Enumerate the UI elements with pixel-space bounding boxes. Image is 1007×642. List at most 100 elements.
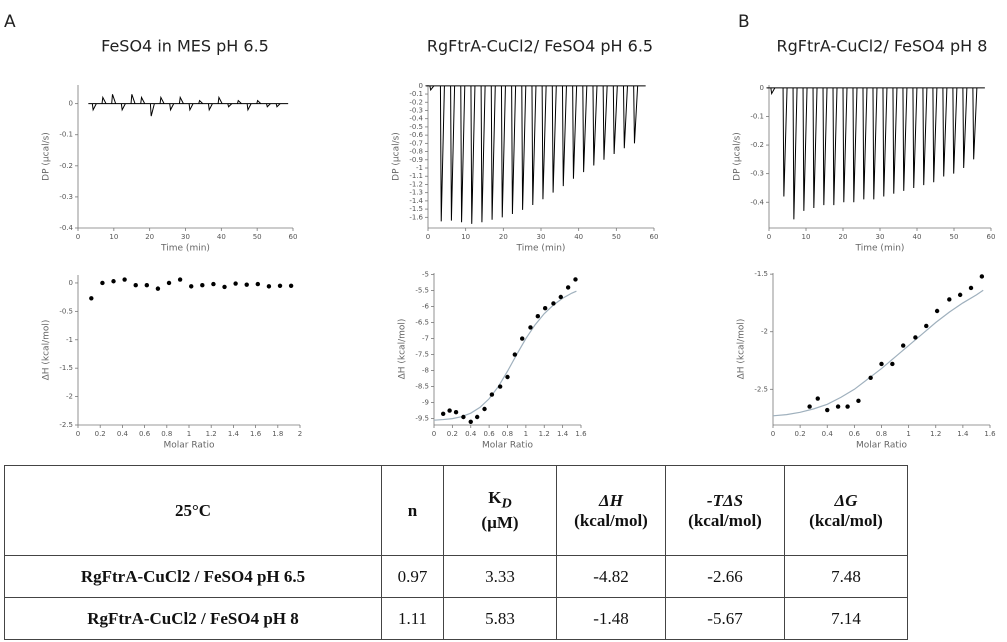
header-label: ΔG	[785, 491, 907, 511]
data-point	[565, 285, 571, 290]
data-point	[535, 314, 541, 319]
y-tick-label: -0.8	[409, 148, 423, 156]
injection-peak	[511, 85, 517, 215]
y-tick-label: -0.4	[59, 224, 73, 232]
y-tick-label: -1.5	[409, 205, 423, 213]
injection-peak	[275, 103, 281, 108]
data-point	[913, 335, 918, 340]
data-point	[440, 411, 446, 416]
fit-curve	[772, 289, 984, 417]
injection-peak	[782, 87, 788, 197]
data-point	[122, 277, 127, 282]
x-tick-label: 0	[76, 430, 80, 438]
y-tick-label: -0.3	[750, 170, 764, 178]
header-unit: (µM)	[481, 512, 519, 532]
y-tick-label: -0.7	[409, 139, 423, 147]
header-unit: (kcal/mol)	[809, 510, 883, 530]
x-tick-label: 50	[950, 233, 959, 241]
x-tick-label: 0.4	[465, 430, 477, 438]
y-axis-label: DP (µcal/s)	[733, 132, 743, 181]
data-point	[461, 414, 466, 420]
y-tick-label: -0.9	[409, 156, 423, 164]
injection-peak	[198, 99, 204, 105]
value-cell: 3.33	[443, 555, 557, 598]
injection-peak	[149, 103, 155, 117]
x-axis-label: Molar Ratio	[856, 441, 907, 451]
x-tick-label: 0.6	[849, 430, 861, 438]
x-tick-label: 2	[298, 430, 302, 438]
y-tick-label: -1.5	[754, 270, 768, 278]
injection-peak	[531, 85, 537, 206]
value-cell: -1.48	[556, 597, 666, 640]
injection-peak	[120, 103, 126, 112]
x-tick-label: 1.2	[930, 430, 941, 438]
x-tick-label: 0.2	[447, 430, 458, 438]
x-tick-label: 0.2	[795, 430, 806, 438]
figure: A B FeSO4 in MES pH 6.50 10 20 30 40 50 600-0.…	[4, 12, 996, 451]
x-tick-label: 1.4	[228, 430, 240, 438]
x-tick-label: 50	[253, 233, 262, 241]
x-tick-label: 0.6	[139, 430, 151, 438]
data-point	[447, 408, 452, 413]
x-tick-label: 1	[524, 430, 528, 438]
x-axis-label: Molar Ratio	[164, 441, 215, 451]
chart-title: RgFtrA-CuCl2/ FeSO4 pH 6.5	[427, 37, 653, 56]
injection-peak	[942, 87, 948, 177]
x-tick-label: 1.4	[957, 430, 969, 438]
injection-peak	[130, 94, 136, 104]
injection-peak	[852, 87, 858, 203]
header-row: 25°C n KD (µM) ΔH (kcal/mol) -TΔS (kcal/mol) ΔG(…	[4, 465, 908, 556]
header-unit: (kcal/mol)	[574, 510, 648, 530]
injection-peak	[91, 103, 97, 112]
x-tick-label: 0.8	[876, 430, 887, 438]
y-tick-label: -6.5	[415, 319, 429, 327]
data-point	[856, 398, 861, 404]
injection-peak	[178, 95, 184, 104]
injection-peak	[490, 85, 496, 220]
data-point	[497, 384, 503, 389]
injection-peak	[500, 85, 506, 218]
injection-peak	[912, 87, 918, 188]
table-body: 25°C n KD (µM) ΔH (kcal/mol) -TΔS (kcal/mol) ΔG(…	[4, 465, 908, 640]
y-axis-label: ΔH (kcal/mol)	[737, 319, 747, 380]
x-tick-label: 30	[537, 233, 546, 241]
x-tick-label: 1.8	[272, 430, 283, 438]
injection-peak	[952, 87, 958, 174]
x-tick-label: 40	[913, 233, 922, 241]
y-tick-label: -0.6	[409, 131, 423, 139]
data-point	[255, 281, 261, 287]
data-row: RgFtrA-CuCl2 / FeSO4 pH 6.5 0.97 3.33 -4.82…	[4, 555, 908, 598]
y-tick-label: -0.1	[409, 90, 423, 98]
injection-peak	[812, 87, 818, 208]
header-cell: KD (µM)	[443, 465, 557, 556]
y-axis-label: ΔH (kcal/mol)	[398, 319, 408, 380]
y-tick-label: -8.5	[415, 383, 429, 391]
data-point	[244, 282, 249, 287]
header-label: ΔH	[557, 491, 665, 511]
x-tick-label: 60	[289, 233, 298, 241]
data-point	[100, 280, 105, 286]
data-point	[505, 374, 510, 380]
data-point	[825, 407, 830, 413]
injection-peak	[227, 103, 233, 108]
header-symbol: -TΔS	[706, 490, 744, 510]
data-point	[807, 404, 812, 409]
injection-peak	[188, 103, 194, 112]
x-tick-label: 1.6	[250, 430, 262, 438]
injection-peak	[159, 95, 165, 104]
injection-peak	[622, 85, 628, 149]
x-tick-label: 0.8	[502, 430, 513, 438]
data-point	[968, 285, 974, 291]
injection-peak	[972, 87, 978, 160]
injection-peak	[521, 85, 527, 210]
injection-peak	[592, 85, 598, 166]
header-symbol: K	[488, 488, 502, 508]
injection-peak	[480, 85, 486, 223]
data-point	[957, 292, 963, 298]
data-row: RgFtrA-CuCl2 / FeSO4 pH 8 1.11 5.83 -1.48 -5…	[4, 597, 908, 640]
injection-peak	[872, 87, 878, 200]
x-tick-label: 20	[145, 233, 154, 241]
data-point	[979, 274, 985, 279]
data-point	[482, 406, 487, 412]
